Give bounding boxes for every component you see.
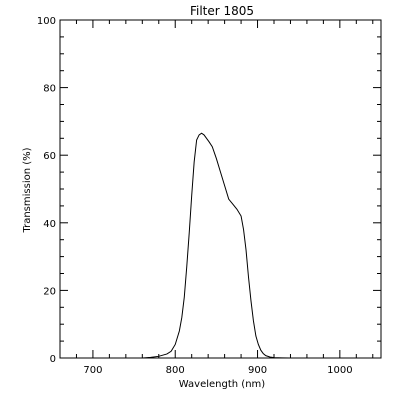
transmission-curve — [142, 132, 316, 359]
y-tick-label: 0 — [50, 354, 56, 365]
axis-ticks — [59, 19, 381, 359]
x-axis-label: Wavelength (nm) — [179, 379, 265, 390]
x-tick-label: 1000 — [327, 365, 352, 376]
y-tick-label: 60 — [43, 151, 56, 162]
plot-frame — [59, 19, 382, 359]
y-tick-label: 100 — [37, 16, 56, 27]
y-tick-label: 80 — [43, 84, 56, 95]
chart-title: Filter 1805 — [190, 4, 254, 18]
y-axis-label: Transmission (%) — [22, 147, 33, 233]
y-tick-label: 20 — [43, 286, 56, 297]
x-tick-label: 700 — [83, 365, 102, 376]
x-tick-label: 800 — [166, 365, 185, 376]
tick-labels: 700 800 900 1000 0 20 40 60 80 100 — [37, 16, 353, 376]
y-tick-label: 40 — [43, 219, 56, 230]
x-tick-label: 900 — [248, 365, 267, 376]
